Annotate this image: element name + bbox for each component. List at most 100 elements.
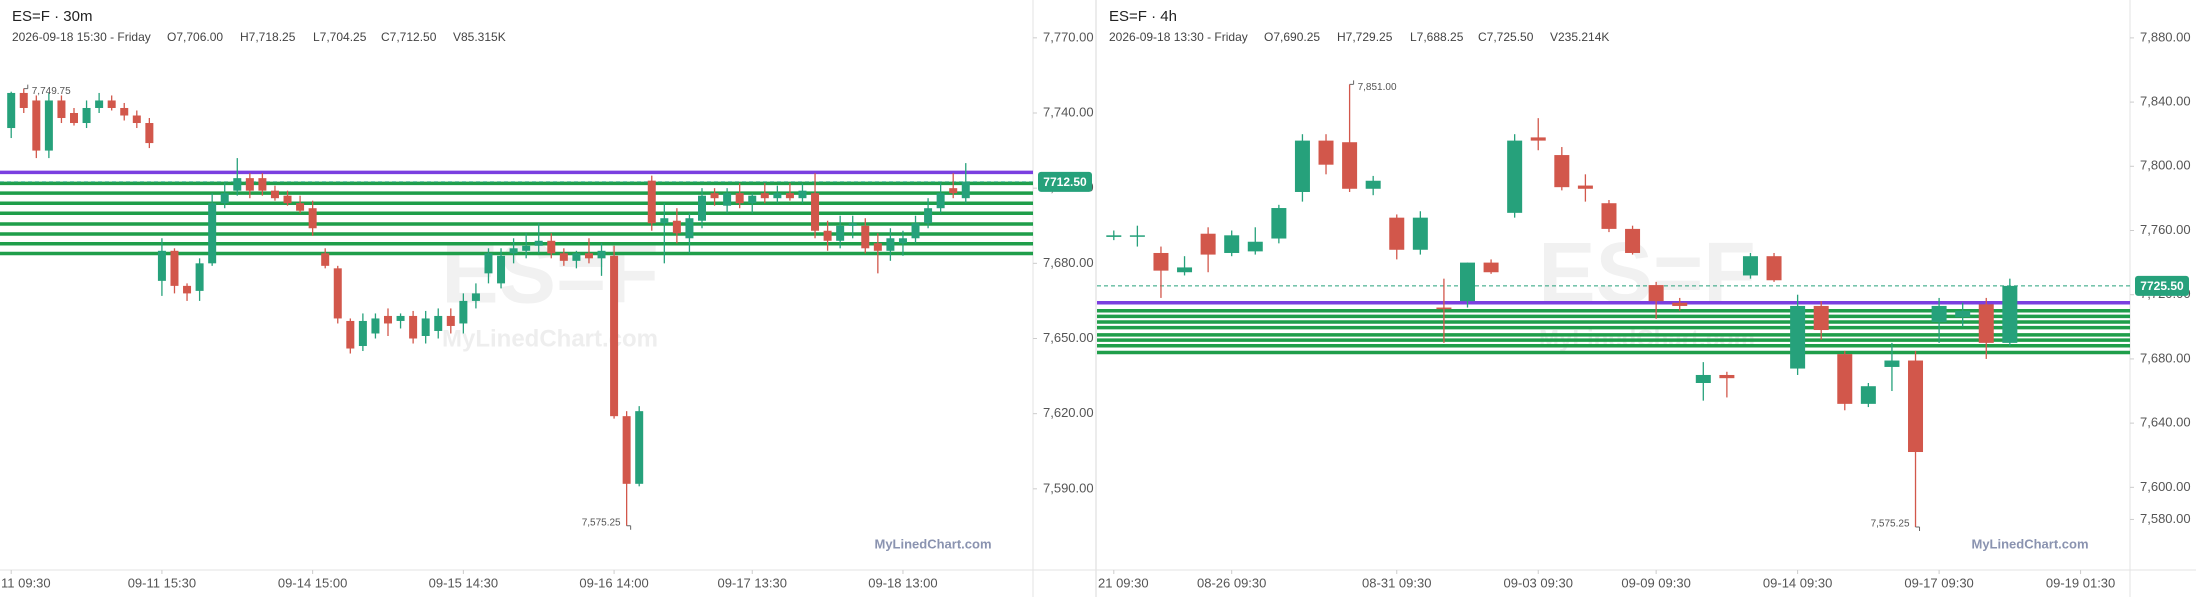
candle-body bbox=[1908, 360, 1924, 453]
candle-body bbox=[547, 240, 556, 254]
candle-body bbox=[1719, 374, 1735, 379]
candle-body bbox=[898, 238, 907, 244]
candle-body bbox=[748, 195, 757, 204]
y-tick-label: 7,680.00 bbox=[1043, 255, 1094, 270]
candle-body bbox=[572, 253, 581, 261]
candle-body bbox=[823, 230, 832, 241]
x-tick-label: 09-16 14:00 bbox=[579, 575, 648, 590]
x-tick-label: 09-17 13:30 bbox=[718, 575, 787, 590]
candle-body bbox=[195, 263, 204, 291]
ohlc-stat: L7,688.25 bbox=[1410, 30, 1464, 44]
candle-body bbox=[1601, 203, 1617, 229]
y-tick-label: 7,840.00 bbox=[2140, 94, 2191, 109]
candle-body bbox=[622, 416, 631, 484]
candle-body bbox=[1365, 180, 1381, 189]
candle-body bbox=[132, 115, 141, 124]
candle-body bbox=[635, 411, 644, 484]
x-tick-label: 09-15 14:30 bbox=[429, 575, 498, 590]
candle-body bbox=[409, 315, 418, 339]
candle-body bbox=[296, 203, 305, 211]
y-tick-label: 7,590.00 bbox=[1043, 480, 1094, 495]
candle-body bbox=[1389, 217, 1405, 250]
candle-body bbox=[484, 253, 493, 274]
candle-body bbox=[1483, 262, 1499, 273]
x-tick-label: 09-14 15:00 bbox=[278, 575, 347, 590]
candle-body bbox=[333, 268, 342, 319]
candle-body bbox=[1129, 235, 1145, 237]
candle-body bbox=[597, 250, 606, 259]
candle-body bbox=[1577, 185, 1593, 189]
candle-body bbox=[170, 250, 179, 286]
x-tick-label: 09-14 09:30 bbox=[1763, 575, 1832, 590]
last-price-tag bbox=[1038, 171, 1092, 192]
candle-body bbox=[1153, 252, 1169, 271]
candle-body bbox=[208, 203, 217, 264]
candle-body bbox=[283, 195, 292, 204]
candle-body bbox=[911, 223, 920, 239]
candle-body bbox=[610, 255, 619, 417]
chart-subtitle: 2026-09-18 13:30 - Friday bbox=[1109, 30, 1248, 44]
x-tick-label: 21 09:30 bbox=[1098, 575, 1149, 590]
ohlc-stat: C7,712.50 bbox=[381, 30, 437, 44]
candle-body bbox=[760, 193, 769, 199]
candle-body bbox=[384, 315, 392, 324]
watermark-brand: MyLinedChart.com bbox=[442, 325, 658, 352]
candle-body bbox=[647, 180, 656, 224]
y-tick-label: 7,580.00 bbox=[2140, 511, 2191, 526]
chart-subtitle: 2026-09-18 15:30 - Friday bbox=[12, 30, 151, 44]
ohlc-stat: O7,690.25 bbox=[1264, 30, 1320, 44]
candle-body bbox=[358, 320, 367, 347]
candle-body bbox=[509, 248, 518, 254]
candle-body bbox=[1672, 302, 1688, 306]
candle-body bbox=[107, 100, 116, 108]
candle-body bbox=[886, 238, 895, 251]
candle-body bbox=[1342, 142, 1358, 189]
candle-body bbox=[1177, 267, 1193, 273]
x-tick-label: 09-09 09:30 bbox=[1621, 575, 1690, 590]
candle-body bbox=[120, 107, 129, 116]
candle-body bbox=[57, 100, 66, 119]
chart-title: ES=F · 30m bbox=[12, 8, 92, 25]
y-tick-label: 7,800.00 bbox=[2140, 158, 2191, 173]
annotation-label: 7,575.25 bbox=[582, 517, 621, 528]
candle-body bbox=[471, 293, 480, 301]
candle-body bbox=[1884, 360, 1900, 367]
last-price-label: 7725.50 bbox=[2140, 279, 2184, 293]
candle-body bbox=[698, 195, 706, 221]
last-price-label: 7712.50 bbox=[1043, 175, 1087, 189]
candle-body bbox=[660, 218, 669, 224]
y-tick-label: 7,760.00 bbox=[2140, 222, 2191, 237]
candle-body bbox=[421, 318, 430, 336]
ohlc-stat: H7,729.25 bbox=[1337, 30, 1393, 44]
candle-body bbox=[522, 245, 531, 251]
y-tick-label: 7,880.00 bbox=[2140, 29, 2191, 44]
x-tick-label: 09-18 13:00 bbox=[868, 575, 937, 590]
x-tick-label: 08-26 09:30 bbox=[1197, 575, 1266, 590]
candle-body bbox=[1766, 256, 1782, 281]
candle-body bbox=[1247, 241, 1263, 252]
candle-body bbox=[270, 190, 279, 199]
candle-body bbox=[811, 193, 820, 231]
candle-body bbox=[1813, 305, 1829, 331]
candle-body bbox=[7, 92, 16, 129]
candle-body bbox=[1931, 305, 1947, 322]
annotation-label: 7,851.00 bbox=[1358, 82, 1397, 93]
annotation-marker bbox=[626, 525, 632, 530]
candle-body bbox=[70, 112, 78, 124]
candle-body bbox=[1224, 235, 1240, 253]
candle-body bbox=[861, 225, 870, 249]
candle-body bbox=[245, 178, 254, 191]
candle-body bbox=[1436, 307, 1452, 310]
x-tick-label: 09-19 01:30 bbox=[2046, 575, 2115, 590]
candle-body bbox=[798, 190, 807, 199]
x-tick-label: 09-03 09:30 bbox=[1504, 575, 1573, 590]
brand: MyLinedChart.com bbox=[1971, 536, 2088, 551]
candle-body bbox=[1412, 217, 1428, 250]
candle-body bbox=[1507, 140, 1523, 213]
candle-body bbox=[672, 220, 681, 234]
candle-body bbox=[371, 318, 380, 334]
candle-body bbox=[44, 100, 53, 151]
candle-body bbox=[723, 193, 732, 206]
candle-body bbox=[1318, 140, 1334, 165]
